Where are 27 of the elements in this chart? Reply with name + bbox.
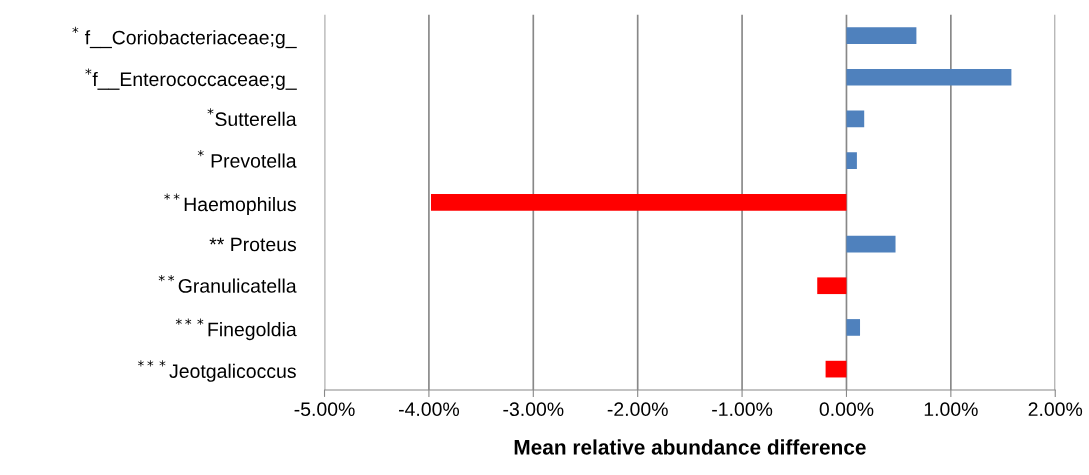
bar bbox=[431, 194, 847, 211]
bar bbox=[846, 319, 861, 336]
x-axis-title: Mean relative abundance difference bbox=[514, 439, 866, 455]
x-tick-label: 1.00% bbox=[924, 402, 978, 417]
bar bbox=[846, 152, 857, 169]
y-tick-label: $^{***}$Finegoldia bbox=[175, 318, 297, 341]
y-tick-label: $^{***}$Jeotgalicoccus bbox=[137, 360, 296, 382]
y-tick-label: ** Proteus bbox=[209, 237, 297, 252]
x-tick-label: -4.00% bbox=[398, 402, 460, 417]
bar bbox=[846, 110, 865, 128]
y-tick-label: $^{*}$f__Enterococcaceae;g_ bbox=[85, 68, 297, 90]
bar bbox=[846, 27, 917, 44]
x-tick-label: 0.00% bbox=[819, 402, 874, 417]
y-tick-label: $^{*}$ f__Coriobacteriaceae;g_ bbox=[72, 26, 297, 49]
bar bbox=[817, 277, 847, 295]
x-tick-label: -5.00% bbox=[294, 402, 355, 417]
y-tick-label: $^{**}$Haemophilus bbox=[164, 193, 296, 216]
y-tick-label: $^{*}$ Prevotella bbox=[197, 150, 297, 168]
bar bbox=[846, 235, 896, 253]
y-tick-label: $^{*}$Sutterella bbox=[207, 108, 297, 127]
x-tick-label: 2.00% bbox=[1028, 402, 1083, 417]
x-tick-label: -1.00% bbox=[712, 402, 773, 417]
bar bbox=[846, 68, 1012, 86]
x-tick-label: -3.00% bbox=[503, 402, 564, 417]
x-tick-label: -2.00% bbox=[607, 402, 668, 417]
y-tick-label: $^{**}$Granulicatella bbox=[158, 275, 297, 293]
bar bbox=[825, 360, 847, 378]
